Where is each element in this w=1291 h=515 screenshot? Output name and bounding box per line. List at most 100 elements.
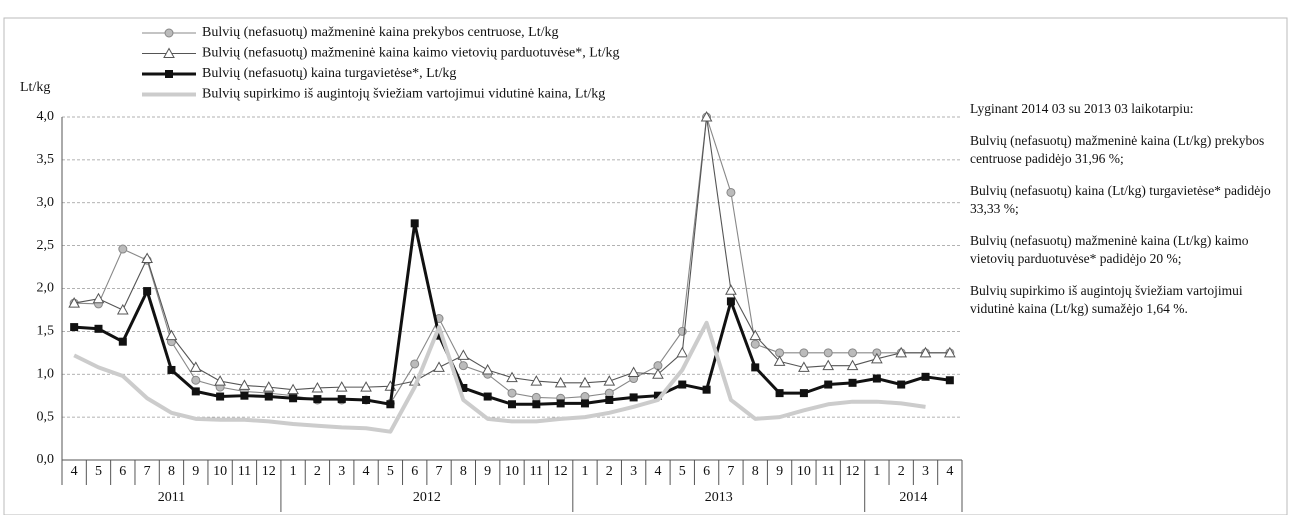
point bbox=[556, 399, 565, 408]
point bbox=[141, 252, 153, 263]
point bbox=[214, 375, 226, 386]
point bbox=[773, 355, 786, 366]
point bbox=[895, 346, 908, 358]
point bbox=[799, 389, 808, 398]
point bbox=[433, 361, 445, 372]
point bbox=[872, 374, 881, 383]
point bbox=[822, 359, 835, 371]
y-tick-label: 0,0 bbox=[37, 452, 55, 467]
point bbox=[848, 378, 857, 387]
x-tick-label: 11 bbox=[821, 464, 834, 479]
point bbox=[70, 323, 79, 332]
point bbox=[191, 375, 201, 385]
x-tick-label: 4 bbox=[654, 464, 661, 479]
x-tick-label: 10 bbox=[213, 464, 227, 479]
annotation: Bulvių (nefasuotų) kaina (Lt/kg) turgavi… bbox=[970, 183, 1271, 216]
point bbox=[823, 348, 833, 358]
x-tick-label: 12 bbox=[554, 464, 568, 479]
point bbox=[240, 391, 249, 400]
point bbox=[943, 346, 956, 358]
annotation: Bulvių supirkimo iš augintojų šviežiam v… bbox=[970, 283, 1243, 316]
x-tick-label: 8 bbox=[168, 464, 175, 479]
point bbox=[530, 375, 543, 386]
frame bbox=[3, 17, 1288, 515]
x-tick-label: 11 bbox=[238, 464, 251, 479]
y-tick-label: 0,5 bbox=[37, 409, 55, 424]
series-line bbox=[74, 116, 950, 391]
point bbox=[410, 359, 420, 369]
point bbox=[118, 244, 128, 254]
x-tick-label: 4 bbox=[71, 464, 78, 479]
point bbox=[167, 365, 176, 374]
point bbox=[848, 348, 858, 358]
point bbox=[678, 380, 687, 389]
point bbox=[143, 287, 152, 296]
x-tick-label: 6 bbox=[703, 464, 710, 479]
point bbox=[457, 349, 470, 360]
point bbox=[68, 297, 81, 308]
x-tick-label: 4 bbox=[946, 464, 953, 479]
x-tick-label: 2 bbox=[898, 464, 905, 479]
x-tick-label: 12 bbox=[262, 464, 276, 479]
y-tick-label: 1,5 bbox=[37, 324, 55, 339]
point bbox=[580, 392, 590, 402]
point bbox=[163, 47, 175, 58]
point bbox=[702, 385, 711, 394]
y-tick-label: 2,0 bbox=[37, 281, 55, 296]
point bbox=[627, 366, 640, 378]
point bbox=[799, 348, 809, 358]
point bbox=[92, 292, 105, 304]
x-tick-label: 1 bbox=[873, 464, 880, 479]
annotations: Lyginant 2014 03 su 2013 03 laikotarpiu:… bbox=[970, 100, 1285, 332]
x-tick-label: 6 bbox=[411, 464, 418, 479]
point bbox=[289, 394, 298, 403]
point bbox=[94, 324, 103, 333]
x-tick-label: 1 bbox=[581, 464, 588, 479]
point bbox=[191, 387, 200, 396]
x-tick-label: 5 bbox=[95, 464, 102, 479]
point bbox=[337, 395, 346, 404]
x-tick-label: 10 bbox=[505, 464, 519, 479]
x-tick-label: 3 bbox=[338, 464, 345, 479]
y-tick-label: 2,5 bbox=[37, 238, 55, 253]
point bbox=[798, 361, 810, 372]
annotation: Bulvių (nefasuotų) mažmeninė kaina (Lt/k… bbox=[970, 233, 1249, 266]
y-axis-label: Lt/kg bbox=[20, 80, 50, 95]
point bbox=[483, 392, 492, 401]
point bbox=[313, 395, 322, 404]
x-tick-label: 6 bbox=[119, 464, 126, 479]
point bbox=[165, 70, 173, 78]
point bbox=[118, 337, 127, 346]
point bbox=[165, 329, 178, 341]
x-tick-label: 8 bbox=[460, 464, 467, 479]
point bbox=[116, 303, 129, 315]
point bbox=[507, 388, 517, 398]
point bbox=[189, 361, 202, 372]
x-tick-label: 9 bbox=[776, 464, 783, 479]
year-label: 2014 bbox=[899, 490, 927, 505]
annotation: Lyginant 2014 03 su 2013 03 laikotarpiu: bbox=[970, 101, 1194, 116]
point bbox=[335, 381, 348, 392]
x-tick-label: 9 bbox=[192, 464, 199, 479]
point bbox=[629, 393, 638, 402]
x-tick-label: 5 bbox=[387, 464, 394, 479]
point bbox=[605, 395, 614, 404]
legend-label: Bulvių (nefasuotų) mažmeninė kaina preky… bbox=[202, 25, 559, 40]
point bbox=[360, 381, 372, 392]
x-tick-label: 7 bbox=[144, 464, 151, 479]
point bbox=[751, 363, 760, 372]
year-label: 2013 bbox=[705, 490, 733, 505]
x-tick-label: 8 bbox=[752, 464, 759, 479]
point bbox=[919, 346, 932, 358]
point bbox=[676, 346, 689, 358]
x-tick-label: 7 bbox=[727, 464, 734, 479]
point bbox=[362, 395, 371, 404]
point bbox=[262, 381, 275, 392]
year-label: 2012 bbox=[413, 490, 441, 505]
point bbox=[579, 376, 591, 388]
point bbox=[532, 400, 541, 409]
point bbox=[871, 352, 883, 364]
point bbox=[311, 381, 324, 393]
x-tick-label: 3 bbox=[922, 464, 929, 479]
